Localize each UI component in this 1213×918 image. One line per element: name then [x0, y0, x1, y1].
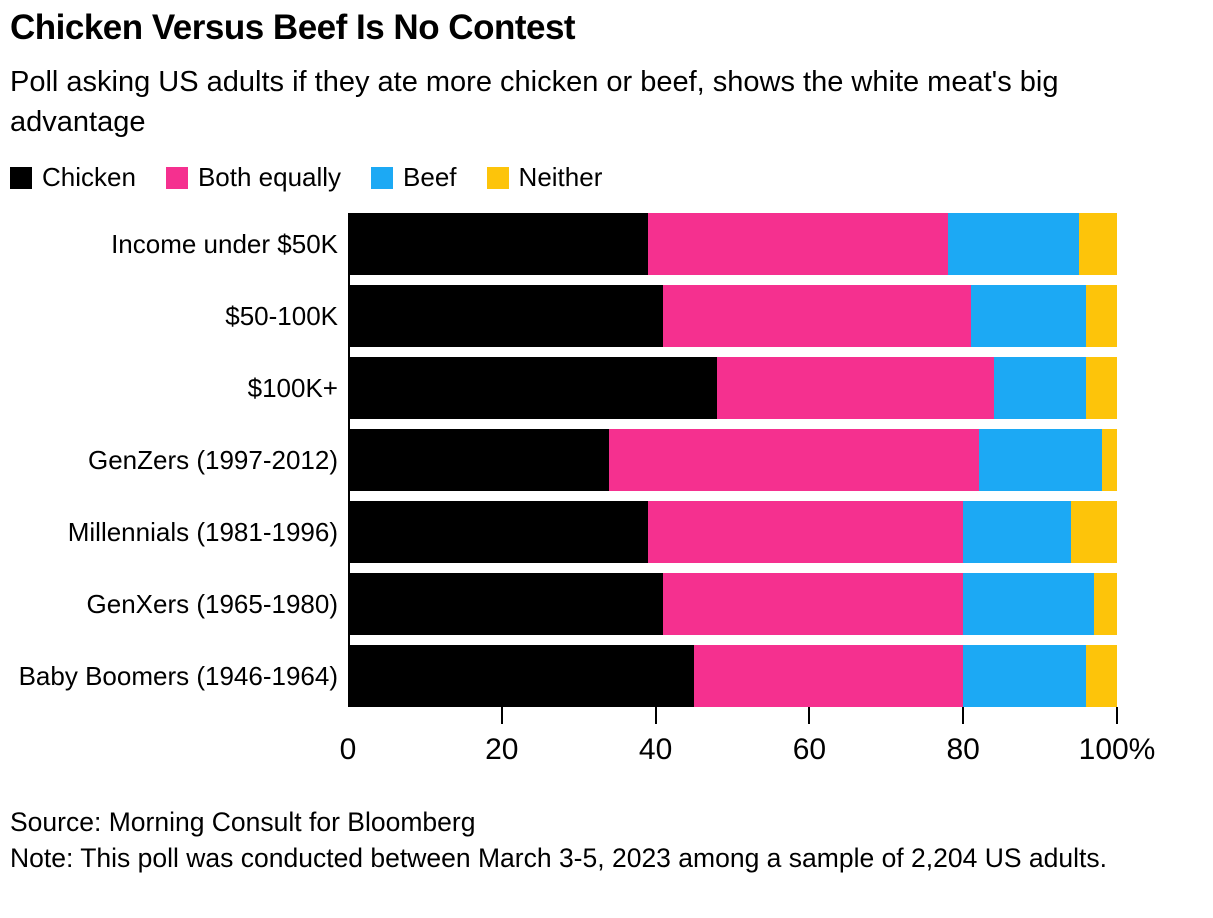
category-label: Millennials (1981-1996) — [67, 516, 338, 547]
axis-tick — [1116, 707, 1118, 725]
bar-segment-both-equally — [647, 213, 948, 276]
bar-row: GenZers (1997-2012) — [10, 429, 1201, 492]
bar-segment-neither — [1086, 285, 1117, 348]
legend-label: Both equally — [197, 162, 342, 193]
category-label: Income under $50K — [111, 228, 338, 259]
bar-track — [348, 645, 1117, 708]
category-label: $50-100K — [225, 300, 338, 331]
category-label: $100K+ — [247, 372, 338, 403]
bar-segment-chicken — [348, 285, 664, 348]
y-axis-line — [348, 213, 350, 708]
legend-item-both-equally: Both equally — [165, 162, 342, 193]
category-label: GenXers (1965-1980) — [86, 588, 338, 619]
legend-label: Neither — [518, 162, 603, 193]
page-subtitle: Poll asking US adults if they ate more c… — [10, 66, 1059, 139]
note-text: Note: This poll was conducted between Ma… — [10, 843, 1107, 874]
bar-segment-beef — [963, 501, 1071, 564]
legend-swatch-icon — [486, 166, 509, 189]
legend-item-chicken: Chicken — [10, 162, 136, 193]
bar-track — [348, 285, 1117, 348]
bar-segment-chicken — [348, 357, 718, 420]
axis-tick-label: 40 — [638, 733, 673, 767]
bar-track — [348, 357, 1117, 420]
legend-swatch-icon — [371, 166, 394, 189]
bar-segment-both-equally — [694, 645, 964, 708]
bar-row: $50-100K — [10, 285, 1201, 348]
axis-tick — [808, 707, 811, 725]
legend-item-beef: Beef — [371, 162, 457, 193]
bar-segment-neither — [1078, 213, 1117, 276]
legend-swatch-icon — [10, 166, 32, 189]
axis-tick-label: 60 — [792, 733, 827, 767]
bar-track — [348, 429, 1117, 492]
bar-segment-chicken — [348, 213, 648, 276]
bar-segment-neither — [1086, 357, 1117, 420]
bar-segment-both-equally — [609, 429, 979, 492]
bar-row: $100K+ — [10, 357, 1201, 420]
bar-segment-chicken — [348, 429, 610, 492]
axis-tick-label: 100% — [1078, 733, 1156, 767]
stacked-bar-chart: Income under $50K $50-100K $100K+ GenZers (… — [10, 213, 1201, 769]
bar-track — [348, 213, 1117, 276]
category-label: GenZers (1997-2012) — [87, 444, 338, 475]
chart-legend: Chicken Both equally Beef Neither — [10, 162, 1201, 193]
bar-segment-neither — [1070, 501, 1117, 564]
bar-rows: Income under $50K $50-100K $100K+ GenZers (… — [10, 213, 1201, 708]
bar-segment-chicken — [348, 573, 664, 636]
axis-tick — [500, 707, 503, 725]
axis-tick-label: 80 — [946, 733, 980, 767]
x-axis-ticks — [348, 707, 1118, 725]
legend-item-neither: Neither — [486, 162, 603, 193]
bar-segment-beef — [963, 645, 1087, 708]
bar-segment-both-equally — [717, 357, 994, 420]
bar-segment-both-equally — [663, 285, 971, 348]
bar-segment-beef — [978, 429, 1102, 492]
legend-swatch-icon — [165, 166, 188, 189]
bar-segment-beef — [993, 357, 1087, 420]
bar-track — [348, 573, 1117, 636]
chart-footer: Source: Morning Consult for Bloomberg No… — [10, 805, 1201, 877]
bar-track — [348, 501, 1117, 564]
bar-row: Baby Boomers (1946-1964) — [10, 645, 1201, 708]
x-axis-labels: 0 20 40 60 80 100% — [340, 725, 1156, 769]
bar-segment-beef — [970, 285, 1087, 348]
axis-tick-label: 0 — [339, 733, 357, 767]
axis-tick — [654, 707, 657, 725]
legend-label: Chicken — [42, 162, 136, 193]
bar-segment-beef — [963, 573, 1094, 636]
bar-segment-chicken — [348, 645, 695, 708]
bar-row: Millennials (1981-1996) — [10, 501, 1201, 564]
legend-label: Beef — [403, 162, 457, 193]
bar-row: Income under $50K — [10, 213, 1201, 276]
bar-segment-neither — [1101, 429, 1117, 492]
bar-segment-beef — [947, 213, 1079, 276]
bar-segment-both-equally — [663, 573, 964, 636]
bar-row: GenXers (1965-1980) — [10, 573, 1201, 636]
bar-segment-neither — [1086, 645, 1117, 708]
source-text: Source: Morning Consult for Bloomberg — [10, 807, 476, 838]
axis-tick-label: 20 — [485, 733, 519, 767]
category-label: Baby Boomers (1946-1964) — [18, 660, 338, 691]
bar-segment-neither — [1093, 573, 1117, 636]
axis-tick — [962, 707, 965, 725]
bar-segment-chicken — [348, 501, 648, 564]
page-title: Chicken Versus Beef Is No Contest — [10, 8, 576, 47]
bar-segment-both-equally — [647, 501, 964, 564]
